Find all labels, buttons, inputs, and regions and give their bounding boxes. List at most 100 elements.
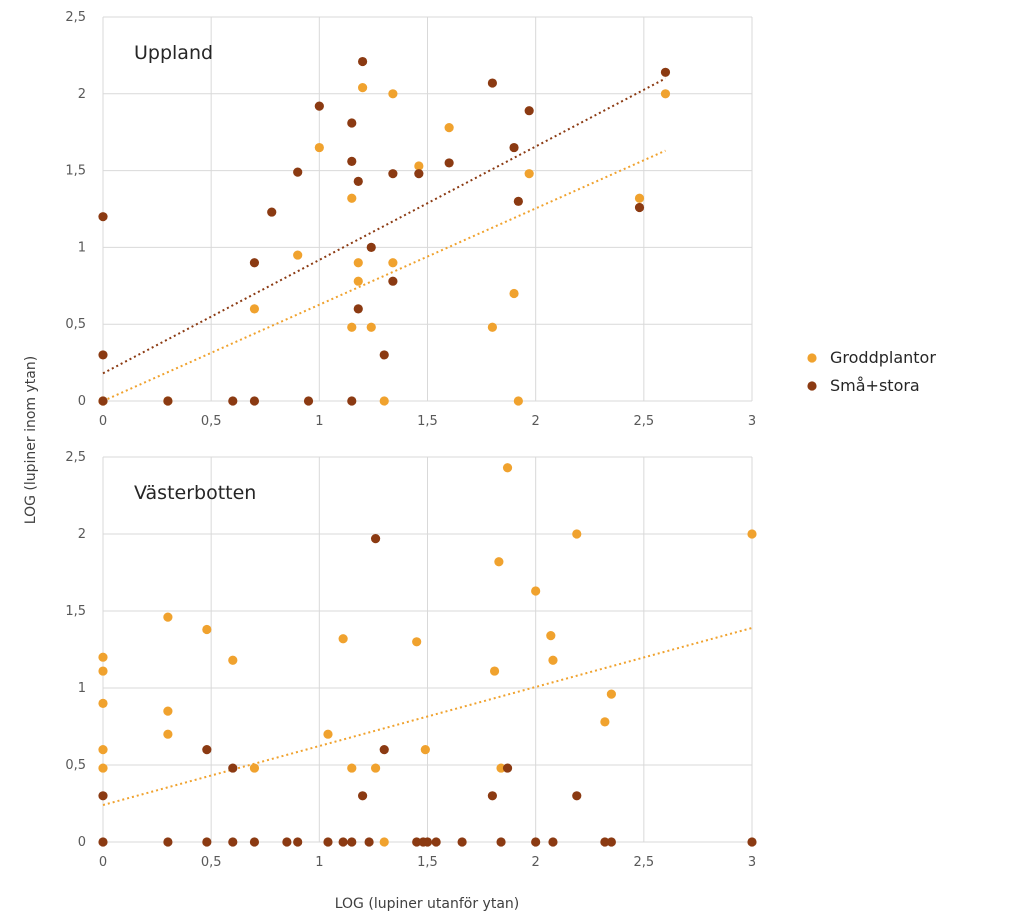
data-point: [358, 791, 368, 801]
data-point: [347, 118, 357, 128]
data-point: [660, 89, 671, 99]
y-tick-label: 0,5: [65, 758, 86, 773]
data-point: [98, 745, 108, 755]
data-point: [314, 142, 324, 153]
data-point: [366, 242, 376, 252]
data-point: [98, 212, 108, 222]
data-point: [513, 196, 523, 206]
data-point: [358, 83, 368, 93]
x-tick-label: 0: [99, 855, 107, 870]
data-point: [494, 557, 504, 567]
data-point: [379, 396, 389, 406]
data-point: [249, 837, 260, 847]
x-tick-label: 2: [532, 855, 540, 870]
data-point: [202, 624, 212, 635]
data-point: [202, 745, 212, 755]
data-point: [202, 837, 212, 847]
data-point: [163, 837, 173, 847]
trendline: [102, 626, 753, 807]
data-point: [366, 322, 376, 332]
x-tick-label: 2: [532, 414, 540, 429]
data-point: [487, 322, 497, 332]
data-point: [487, 78, 497, 88]
y-tick-label: 1: [78, 240, 86, 255]
data-point: [347, 156, 357, 166]
data-point: [379, 837, 389, 847]
x-tick-label: 0,5: [201, 855, 222, 870]
data-point: [634, 193, 645, 203]
y-tick-label: 0: [78, 394, 86, 409]
x-tick-label: 1,5: [417, 855, 438, 870]
data-point: [267, 207, 277, 217]
trendline: [102, 77, 666, 375]
data-point: [634, 202, 645, 213]
data-point: [347, 396, 357, 406]
data-point: [303, 396, 314, 406]
y-tick-label: 2,5: [65, 450, 86, 465]
x-tick-label: 1: [315, 855, 323, 870]
data-point: [420, 745, 430, 755]
y-tick-label: 2: [78, 87, 86, 102]
data-point: [502, 463, 513, 473]
data-point: [228, 763, 238, 773]
legend-marker: [807, 353, 817, 363]
data-point: [509, 288, 519, 299]
data-point: [323, 729, 333, 739]
data-point: [489, 666, 500, 676]
data-point: [293, 167, 303, 177]
x-tick-label: 1: [315, 414, 323, 429]
y-tick-label: 2,5: [65, 10, 86, 25]
data-point: [98, 350, 108, 360]
data-point: [347, 322, 357, 332]
legend-label: Små+stora: [830, 376, 920, 395]
data-point: [546, 631, 556, 641]
x-tick-label: 3: [748, 855, 756, 870]
data-point: [370, 534, 381, 544]
data-point: [293, 837, 303, 847]
series-points: [98, 56, 671, 406]
data-point: [457, 837, 467, 847]
data-point: [323, 837, 333, 847]
data-point: [379, 350, 389, 360]
data-point: [572, 529, 582, 539]
data-point: [364, 837, 374, 847]
data-point: [370, 763, 381, 773]
data-point: [98, 396, 108, 406]
data-point: [353, 304, 363, 314]
data-point: [347, 763, 357, 773]
data-point: [422, 837, 433, 847]
data-point: [358, 56, 368, 67]
panel-title: Uppland: [134, 42, 213, 64]
data-point: [353, 176, 363, 186]
data-point: [228, 396, 238, 406]
data-point: [353, 276, 363, 286]
y-tick-label: 0,5: [65, 317, 86, 332]
data-point: [572, 791, 582, 801]
x-tick-label: 0,5: [201, 414, 222, 429]
y-axis-title: LOG (lupiner inom ytan): [23, 356, 39, 524]
data-point: [444, 158, 454, 168]
data-point: [293, 250, 303, 260]
data-point: [228, 655, 238, 665]
data-point: [487, 791, 497, 801]
data-point: [163, 396, 173, 406]
data-point: [509, 142, 519, 153]
data-point: [314, 101, 324, 111]
y-tick-label: 1,5: [65, 164, 86, 179]
data-point: [98, 666, 108, 676]
data-point: [502, 763, 513, 773]
data-point: [524, 106, 534, 116]
data-point: [98, 791, 108, 801]
data-point: [347, 193, 357, 203]
x-tick-label: 3: [748, 414, 756, 429]
data-point: [431, 837, 441, 847]
data-point: [388, 89, 398, 99]
x-tick-label: 1,5: [417, 414, 438, 429]
data-point: [496, 837, 506, 847]
x-tick-label: 2,5: [633, 414, 654, 429]
data-point: [444, 122, 454, 133]
panels-layer: 0 0,5 1 1,5 2 2,5 3 0 0,5 1 1,5 2 2,5 Uppland 0 0,5 1 1,5…: [65, 10, 757, 870]
data-point: [282, 837, 292, 847]
data-point: [600, 837, 610, 847]
legend: Groddplantor Små+stora: [807, 348, 936, 395]
